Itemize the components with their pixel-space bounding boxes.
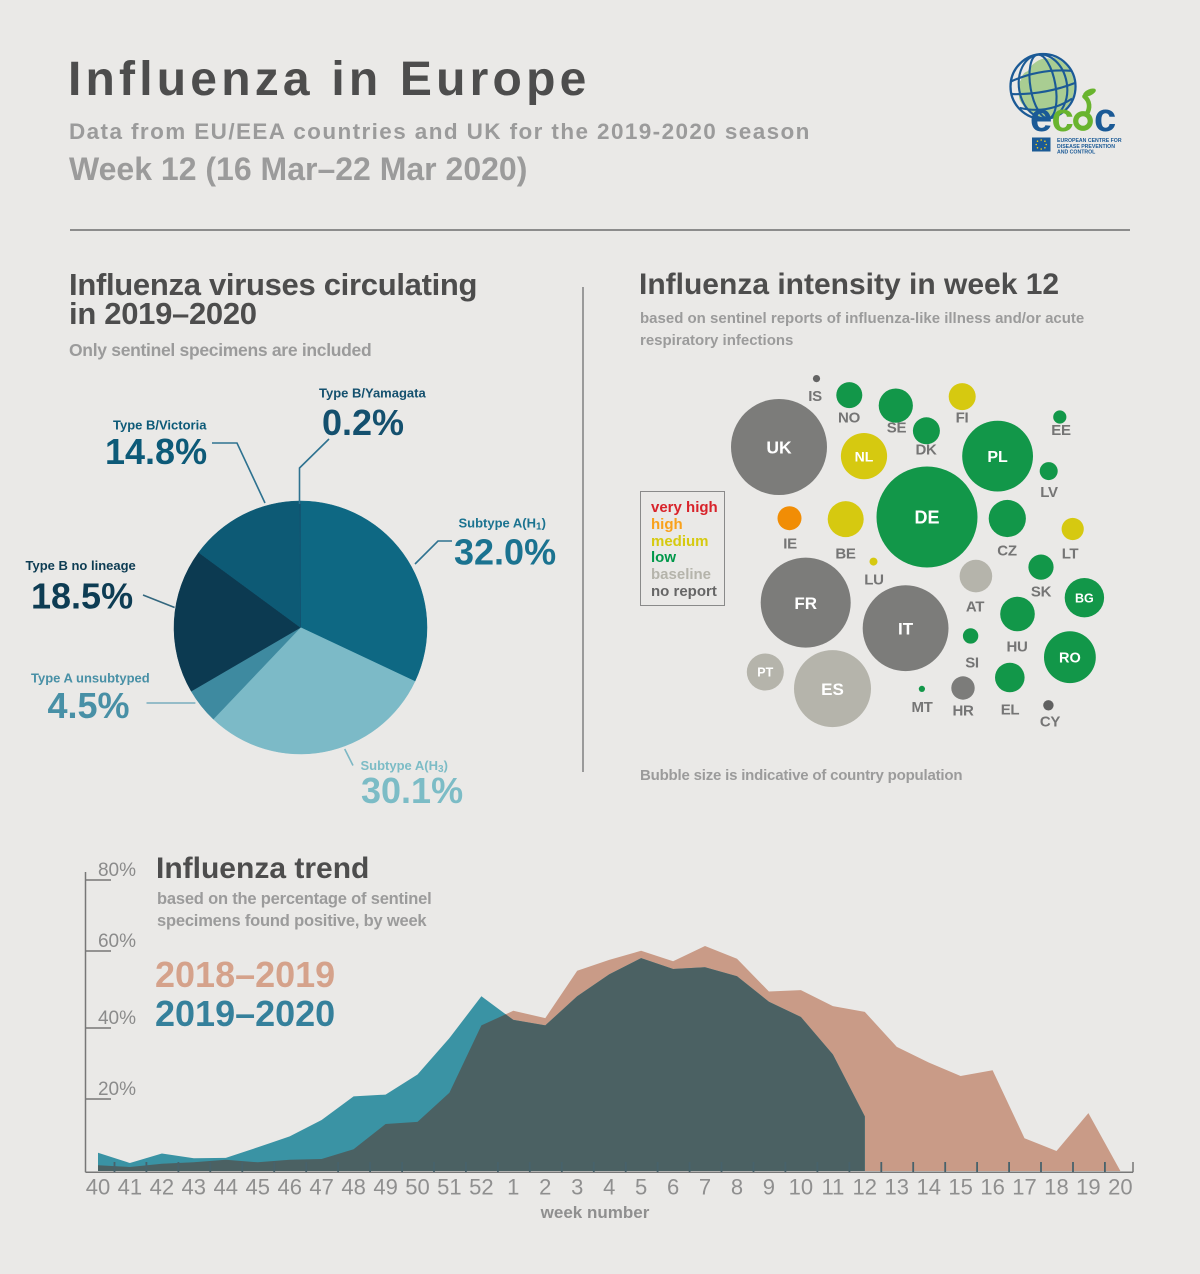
svg-text:Type B no lineage: Type B no lineage <box>26 558 136 573</box>
svg-text:40: 40 <box>86 1175 110 1200</box>
svg-text:4.5%: 4.5% <box>48 685 130 726</box>
svg-text:10: 10 <box>789 1175 813 1200</box>
svg-text:0.2%: 0.2% <box>322 402 404 443</box>
svg-text:BE: BE <box>835 546 856 563</box>
svg-text:IE: IE <box>783 536 797 553</box>
svg-text:DISEASE PREVENTION: DISEASE PREVENTION <box>1057 144 1115 150</box>
svg-text:6: 6 <box>667 1175 679 1200</box>
svg-text:EL: EL <box>1001 702 1020 719</box>
svg-text:12: 12 <box>853 1175 877 1200</box>
svg-text:c: c <box>1052 96 1074 140</box>
svg-text:NO: NO <box>838 410 861 427</box>
svg-text:8: 8 <box>731 1175 743 1200</box>
svg-text:16: 16 <box>980 1175 1004 1200</box>
svg-text:80%: 80% <box>98 860 136 881</box>
svg-text:15: 15 <box>948 1175 972 1200</box>
svg-text:IT: IT <box>898 620 914 639</box>
svg-text:SK: SK <box>1031 584 1052 601</box>
svg-text:19: 19 <box>1076 1175 1100 1200</box>
svg-text:Subtype A(H3): Subtype A(H3) <box>361 758 448 775</box>
svg-text:14: 14 <box>916 1175 940 1200</box>
svg-text:Subtype A(H1): Subtype A(H1) <box>459 516 546 533</box>
svg-text:HU: HU <box>1006 639 1027 656</box>
svg-text:UK: UK <box>766 438 792 458</box>
svg-text:9: 9 <box>763 1175 775 1200</box>
svg-text:42: 42 <box>150 1175 174 1200</box>
svg-text:c: c <box>1094 96 1116 140</box>
svg-text:DE: DE <box>914 508 939 528</box>
svg-text:NL: NL <box>855 448 874 464</box>
svg-text:20%: 20% <box>98 1079 136 1100</box>
svg-text:SI: SI <box>965 655 979 672</box>
svg-text:Type B/Victoria: Type B/Victoria <box>113 418 207 433</box>
svg-text:AND CONTROL: AND CONTROL <box>1057 150 1096 156</box>
svg-text:2: 2 <box>539 1175 551 1200</box>
svg-text:41: 41 <box>118 1175 142 1200</box>
svg-text:LT: LT <box>1062 546 1079 563</box>
svg-text:48: 48 <box>341 1175 365 1200</box>
svg-text:LU: LU <box>864 572 883 589</box>
svg-text:5: 5 <box>635 1175 647 1200</box>
svg-text:MT: MT <box>911 699 932 716</box>
svg-text:47: 47 <box>309 1175 333 1200</box>
svg-text:SE: SE <box>887 420 907 437</box>
svg-text:EE: EE <box>1051 422 1071 439</box>
svg-text:45: 45 <box>246 1175 270 1200</box>
svg-text:1: 1 <box>507 1175 519 1200</box>
svg-text:30.1%: 30.1% <box>361 770 463 811</box>
svg-text:3: 3 <box>571 1175 583 1200</box>
svg-text:51: 51 <box>437 1175 461 1200</box>
svg-text:CZ: CZ <box>997 543 1017 560</box>
svg-text:40%: 40% <box>98 1008 136 1029</box>
svg-text:43: 43 <box>182 1175 206 1200</box>
svg-text:ES: ES <box>821 680 844 699</box>
svg-text:49: 49 <box>373 1175 397 1200</box>
svg-text:Type A unsubtyped: Type A unsubtyped <box>31 671 150 686</box>
svg-text:7: 7 <box>699 1175 711 1200</box>
svg-text:PT: PT <box>757 666 773 680</box>
svg-text:32.0%: 32.0% <box>454 532 556 573</box>
svg-text:4: 4 <box>603 1175 615 1200</box>
svg-text:AT: AT <box>966 599 984 616</box>
svg-text:46: 46 <box>277 1175 301 1200</box>
svg-text:Type B/Yamagata: Type B/Yamagata <box>319 386 426 401</box>
svg-text:LV: LV <box>1040 484 1058 501</box>
svg-text:BG: BG <box>1075 591 1094 605</box>
svg-text:week number: week number <box>540 1203 650 1222</box>
svg-text:11: 11 <box>821 1175 844 1200</box>
svg-text:FI: FI <box>956 410 969 427</box>
svg-text:PL: PL <box>987 449 1008 466</box>
svg-text:IS: IS <box>808 388 822 405</box>
svg-text:17: 17 <box>1012 1175 1036 1200</box>
svg-text:14.8%: 14.8% <box>105 431 207 472</box>
svg-text:50: 50 <box>405 1175 429 1200</box>
svg-text:DK: DK <box>915 442 937 459</box>
svg-text:EUROPEAN CENTRE FOR: EUROPEAN CENTRE FOR <box>1057 138 1122 144</box>
svg-text:52: 52 <box>469 1175 493 1200</box>
svg-text:HR: HR <box>952 703 974 720</box>
svg-text:20: 20 <box>1108 1175 1132 1200</box>
svg-text:CY: CY <box>1040 714 1061 731</box>
svg-text:18: 18 <box>1044 1175 1068 1200</box>
svg-text:18.5%: 18.5% <box>31 576 133 617</box>
svg-text:e: e <box>1030 96 1052 140</box>
svg-text:RO: RO <box>1059 651 1081 667</box>
svg-text:FR: FR <box>794 594 817 613</box>
svg-text:60%: 60% <box>98 931 136 952</box>
svg-text:44: 44 <box>214 1175 238 1200</box>
svg-text:13: 13 <box>885 1175 909 1200</box>
